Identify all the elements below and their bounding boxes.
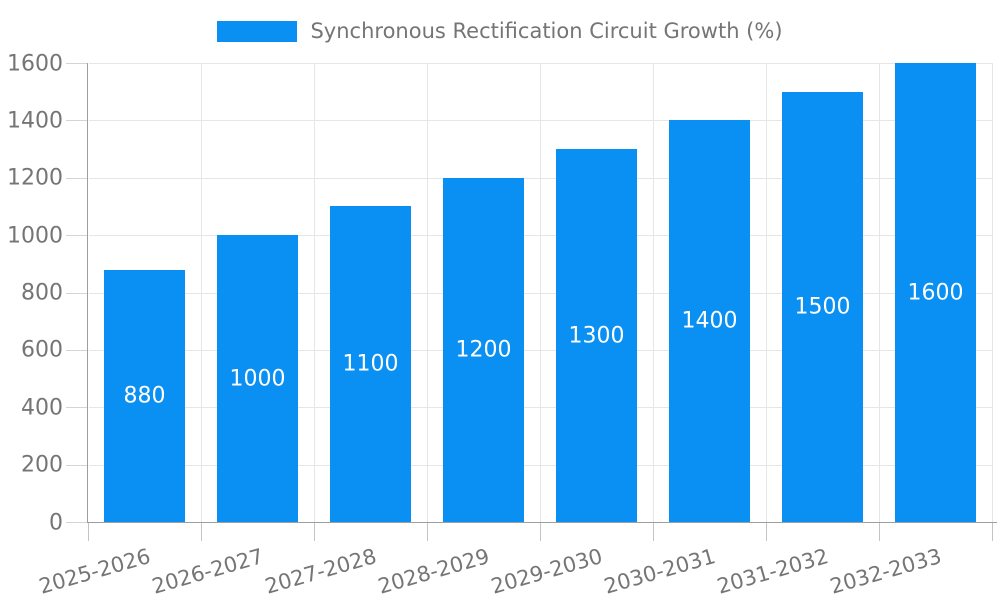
vertical-gridline: [879, 63, 880, 522]
x-axis-label: 2030-2031: [601, 544, 719, 599]
y-axis-label: 200: [21, 452, 63, 478]
bar-value-label: 1600: [907, 280, 964, 305]
y-axis-line: [87, 63, 88, 523]
bar-value-label: 1300: [568, 323, 625, 349]
bar-2026-2027[interactable]: [217, 235, 298, 522]
x-axis-label: 2027-2028: [262, 544, 380, 599]
x-axis-tick: [201, 523, 202, 541]
legend-series-label: Synchronous Rectification Circuit Growth…: [310, 19, 783, 43]
y-axis-label: 1200: [7, 165, 63, 191]
y-axis-tick: [66, 407, 88, 409]
bar-2029-2030[interactable]: [556, 149, 637, 522]
bar-value-label: 1400: [681, 308, 738, 334]
vertical-gridline: [427, 63, 428, 522]
vertical-gridline: [766, 63, 767, 522]
bar-2032-2033[interactable]: [895, 63, 976, 522]
y-axis-label: 1400: [7, 108, 63, 134]
x-axis-label: 2028-2029: [375, 544, 493, 599]
x-axis-tick: [88, 523, 89, 541]
bar-2030-2031[interactable]: [669, 120, 750, 522]
vertical-gridline: [992, 63, 993, 522]
bar-2028-2029[interactable]: [443, 177, 524, 522]
x-axis-label: 2026-2027: [149, 544, 267, 599]
x-axis-label: 2025-2026: [36, 544, 154, 599]
y-axis-label: 1600: [7, 51, 63, 76]
y-axis-tick: [66, 63, 88, 64]
bar-2027-2028[interactable]: [330, 206, 411, 522]
x-axis-tick: [314, 523, 315, 541]
bar-value-label: 1100: [342, 351, 399, 377]
x-axis-label: 2031-2032: [714, 544, 832, 599]
y-axis-tick: [66, 177, 88, 179]
x-axis-tick: [653, 523, 654, 541]
legend-color-swatch: [217, 20, 298, 42]
y-axis-tick: [66, 464, 88, 466]
x-axis-tick: [766, 523, 767, 541]
x-axis-label: 2029-2030: [488, 544, 606, 599]
bar-2031-2032[interactable]: [782, 91, 863, 522]
x-axis-tick: [427, 523, 428, 541]
y-axis-label: 800: [21, 280, 63, 306]
y-axis-tick: [66, 235, 88, 237]
y-axis-tick: [66, 349, 88, 351]
chart-legend: Synchronous Rectification Circuit Growth…: [0, 19, 1000, 43]
bar-value-label: 1500: [794, 294, 851, 320]
vertical-gridline: [201, 63, 202, 522]
bar-2025-2026[interactable]: [104, 269, 185, 522]
x-axis-line: [87, 522, 997, 523]
y-axis-tick: [66, 522, 88, 523]
y-axis-tick: [66, 292, 88, 294]
x-axis-tick: [879, 523, 880, 541]
x-axis-tick: [540, 523, 541, 541]
y-axis-label: 600: [21, 337, 63, 363]
x-axis-label: 2032-2033: [827, 544, 945, 599]
vertical-gridline: [314, 63, 315, 522]
y-axis-label: 0: [49, 510, 63, 535]
y-axis-label: 400: [21, 395, 63, 421]
vertical-gridline: [653, 63, 654, 522]
x-axis-tick: [992, 523, 993, 541]
bar-value-label: 1200: [455, 337, 512, 363]
bar-value-label: 880: [123, 383, 166, 409]
bar-value-label: 1000: [229, 366, 286, 392]
y-axis-tick: [66, 120, 88, 122]
y-axis-label: 1000: [7, 223, 63, 249]
vertical-gridline: [540, 63, 541, 522]
